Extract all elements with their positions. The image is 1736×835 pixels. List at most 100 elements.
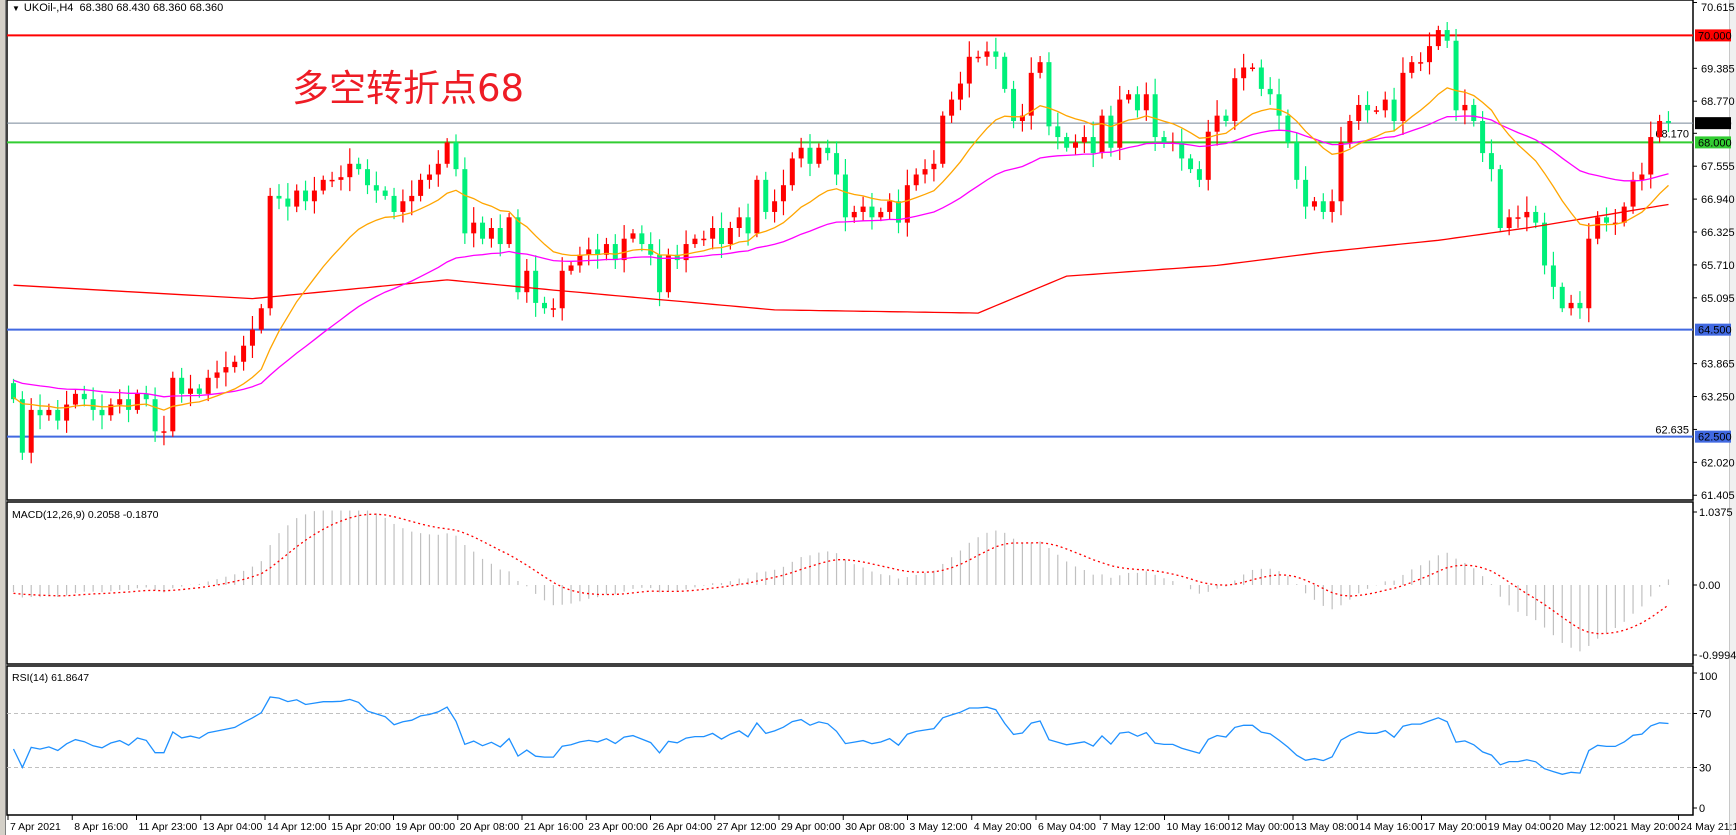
candle-body	[99, 409, 105, 416]
candle-body	[1453, 40, 1459, 111]
candle	[913, 168, 919, 191]
candle	[1400, 57, 1406, 135]
level-price-label: 70.000	[1698, 30, 1732, 42]
candle-body	[1037, 62, 1043, 73]
candle	[1480, 111, 1486, 163]
candle-body	[1311, 201, 1317, 207]
candle	[72, 389, 78, 409]
macd-label: MACD(12,26,9) 0.2058 -0.1870	[12, 509, 159, 521]
candle	[64, 390, 70, 433]
candle-body	[533, 270, 539, 303]
candle-body	[1250, 67, 1255, 69]
candle-body	[869, 206, 875, 218]
candle	[842, 158, 848, 232]
candle	[816, 143, 822, 168]
candle-body	[727, 228, 733, 245]
candle-body	[1232, 78, 1238, 121]
candle-body	[276, 195, 282, 199]
price-axis-label: 62.020	[1701, 457, 1735, 469]
rsi-axis-label: 70	[1699, 709, 1711, 721]
candle-body	[825, 147, 831, 154]
candle	[878, 207, 884, 222]
candle	[559, 257, 565, 321]
candle	[922, 159, 928, 184]
annotation-text: 多空转折点68	[292, 67, 525, 110]
candle-body	[205, 377, 211, 394]
time-axis-label: 13 Apr 04:00	[203, 821, 263, 833]
current-price-label: 68.360	[1698, 118, 1732, 130]
price-axis-label: 68.170	[1655, 128, 1689, 140]
candle-body	[887, 201, 893, 212]
candle	[249, 316, 255, 358]
candle-body	[542, 302, 547, 309]
candle	[426, 164, 432, 189]
candle-body	[453, 142, 459, 170]
candle-body	[665, 254, 671, 293]
candle-body	[373, 185, 379, 191]
candle	[657, 239, 663, 307]
candle-body	[984, 51, 990, 57]
candle-body	[559, 270, 565, 309]
candle-body	[426, 174, 432, 180]
candle	[179, 367, 185, 403]
candle	[674, 244, 680, 270]
candle-body	[896, 201, 901, 223]
candle	[1161, 130, 1167, 148]
candle	[1427, 32, 1432, 75]
price-axis-label: 62.635	[1655, 424, 1689, 436]
level-price-label: 64.500	[1698, 325, 1732, 337]
candle-body	[188, 388, 193, 394]
candle	[524, 259, 530, 303]
candle-body	[780, 185, 786, 202]
candle	[1648, 121, 1654, 189]
candle-body	[1143, 94, 1149, 111]
candle	[665, 248, 671, 298]
candle	[329, 171, 335, 188]
candle-body	[1002, 56, 1008, 89]
candle-body	[347, 163, 353, 178]
candle-body	[1196, 169, 1202, 180]
candle-body	[196, 388, 202, 394]
time-axis-label: 19 May 04:00	[1488, 821, 1552, 833]
candle-body	[1418, 62, 1424, 64]
candle-body	[1046, 62, 1052, 127]
candle	[28, 398, 34, 464]
macd-axis-label: 1.0375	[1699, 507, 1733, 519]
candle	[1055, 112, 1061, 150]
candle-body	[1665, 121, 1671, 124]
candle-body	[1055, 126, 1061, 138]
dropdown-triangle-icon[interactable]: ▼	[12, 4, 20, 13]
candle	[1356, 95, 1362, 130]
candle	[1630, 171, 1636, 214]
candle	[1081, 125, 1087, 153]
candle-body	[789, 158, 795, 186]
price-axis-label: 69.385	[1701, 63, 1735, 75]
candle-body	[223, 367, 229, 373]
candle	[533, 255, 539, 317]
candle-body	[214, 372, 220, 378]
time-axis-label: 7 Apr 2021	[10, 821, 61, 833]
candle	[382, 186, 388, 200]
candle-body	[1205, 131, 1211, 180]
candle-body	[161, 431, 167, 433]
candle-body	[1285, 115, 1291, 143]
candle	[975, 50, 981, 63]
candle	[550, 298, 556, 318]
candle	[966, 41, 972, 98]
candle-body	[1604, 217, 1609, 223]
time-axis-label: 3 May 12:00	[910, 821, 968, 833]
candle-body	[754, 179, 760, 234]
candle	[1382, 91, 1388, 118]
candle	[1196, 161, 1202, 188]
candle	[400, 189, 406, 223]
time-axis-label: 29 Apr 00:00	[781, 821, 841, 833]
candle-body	[1497, 169, 1503, 228]
candle	[1488, 139, 1494, 182]
candle	[480, 216, 486, 245]
candle	[692, 234, 698, 248]
candle-body	[303, 190, 309, 202]
candle	[126, 385, 132, 423]
candle-body	[1595, 217, 1601, 239]
